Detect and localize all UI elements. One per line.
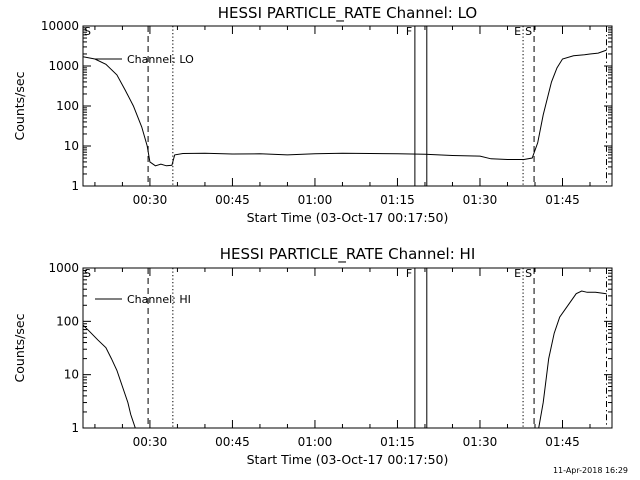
y-axis-label: Counts/sec	[12, 71, 27, 140]
footer-timestamp: 11-Apr-2018 16:29	[553, 466, 628, 475]
event-marker-label: F	[406, 25, 412, 38]
event-marker-label: S	[84, 267, 91, 280]
y-tick-label: 1000	[48, 59, 79, 73]
event-marker-label: F	[406, 267, 412, 280]
x-tick-label: 01:45	[545, 193, 580, 207]
chart-title: HESSI PARTICLE_RATE Channel: LO	[218, 4, 477, 23]
x-tick-label: 01:15	[380, 435, 415, 449]
x-tick-label: 00:30	[133, 435, 168, 449]
y-tick-label: 1	[71, 421, 79, 435]
x-tick-label: 01:30	[463, 193, 498, 207]
legend-label: Channel: LO	[127, 53, 194, 66]
x-tick-label: 01:00	[298, 193, 333, 207]
x-tick-label: 01:00	[298, 435, 333, 449]
y-tick-label: 1000	[48, 261, 79, 275]
x-tick-label: 00:45	[215, 435, 250, 449]
y-tick-label: 10	[64, 139, 79, 153]
plot-frame	[82, 267, 613, 429]
y-tick-label: 100	[56, 99, 79, 113]
x-tick-label: 00:30	[133, 193, 168, 207]
x-axis-label: Start Time (03-Oct-17 00:17:50)	[247, 452, 449, 467]
y-tick-label: 10	[64, 368, 79, 382]
event-marker-label: S	[525, 267, 532, 280]
series-line	[83, 290, 607, 428]
event-marker-label: E	[514, 267, 521, 280]
series-line	[83, 49, 607, 167]
x-axis-label: Start Time (03-Oct-17 00:17:50)	[247, 210, 449, 225]
y-axis-label: Counts/sec	[12, 313, 27, 382]
x-tick-label: 01:45	[545, 435, 580, 449]
event-marker-label: E	[514, 25, 521, 38]
y-tick-label: 100	[56, 314, 79, 328]
x-tick-label: 01:15	[380, 193, 415, 207]
event-marker-label: S	[84, 25, 91, 38]
x-tick-label: 01:30	[463, 435, 498, 449]
chart-title: HESSI PARTICLE_RATE Channel: HI	[220, 245, 476, 264]
legend-label: Channel: HI	[127, 293, 191, 306]
plot-frame	[82, 25, 613, 187]
event-marker-label: S	[525, 25, 532, 38]
y-tick-label: 1	[71, 179, 79, 193]
x-tick-label: 00:45	[215, 193, 250, 207]
panel-lo: HESSI PARTICLE_RATE Channel: LO 1 10 100 100…	[12, 4, 613, 225]
panel-hi: HESSI PARTICLE_RATE Channel: HI 1 10 100 100…	[12, 245, 613, 467]
y-tick-label: 10000	[41, 19, 79, 33]
